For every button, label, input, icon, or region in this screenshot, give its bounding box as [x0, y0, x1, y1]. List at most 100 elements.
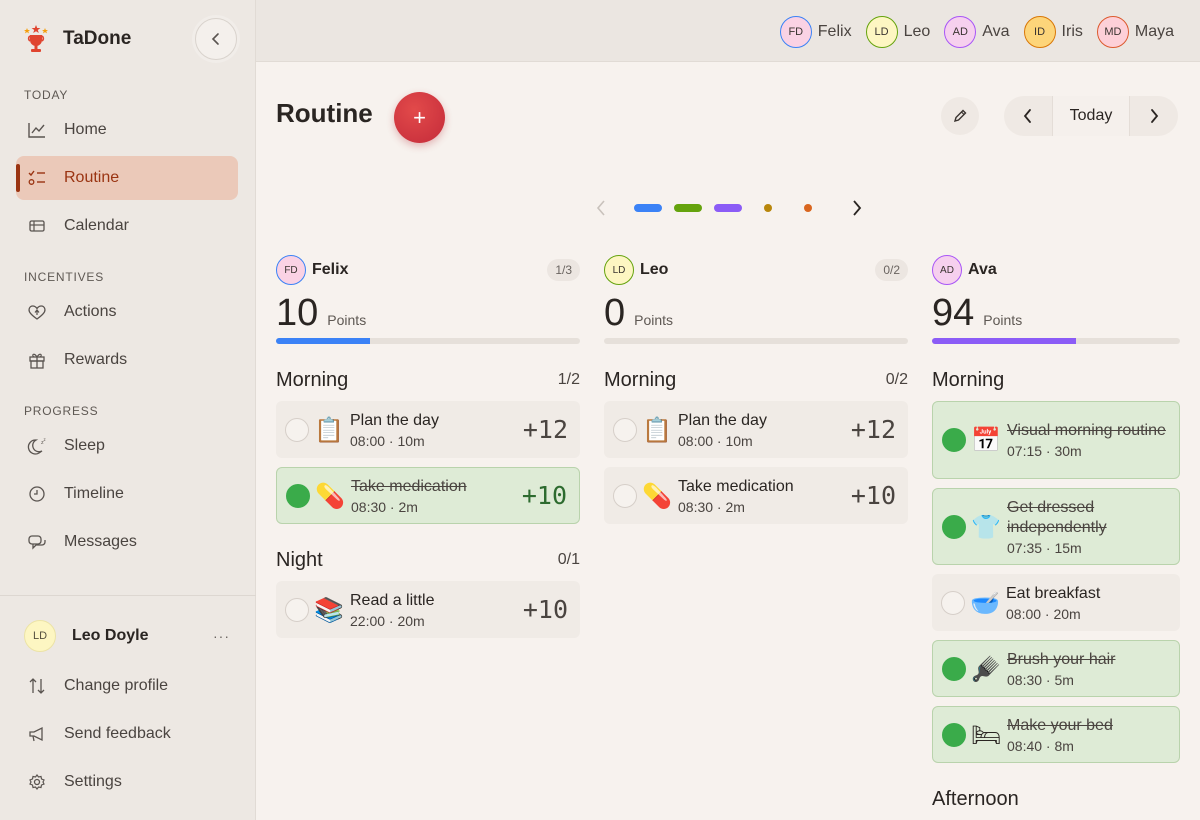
- member-name: Leo: [903, 23, 931, 40]
- chart-line-icon: [26, 119, 48, 141]
- routine-section-header: Morning 0/2: [604, 368, 908, 392]
- settings-button[interactable]: Settings: [16, 760, 238, 804]
- change-profile-button[interactable]: Change profile: [16, 664, 238, 708]
- sidebar-item-rewards[interactable]: Rewards: [16, 338, 238, 382]
- pager-indicator-leo[interactable]: [674, 204, 702, 212]
- sidebar-item-timeline[interactable]: Timeline: [16, 472, 238, 516]
- section-title: Night: [276, 548, 323, 571]
- task-checkbox[interactable]: [285, 417, 309, 442]
- books-icon: 📚: [314, 595, 344, 624]
- task-checkbox[interactable]: [613, 417, 637, 442]
- points-label: Points: [983, 312, 1023, 328]
- member-leo[interactable]: LD Leo: [865, 16, 931, 48]
- member-iris[interactable]: ID Iris: [1023, 16, 1083, 48]
- task-checkbox[interactable]: [941, 590, 965, 615]
- member-felix[interactable]: FD Felix: [779, 16, 852, 48]
- points-progress-bar: [932, 338, 1180, 344]
- sidebar-item-calendar[interactable]: Calendar: [16, 204, 238, 248]
- column-leo: LD Leo 0/2 0 Points Morning 0/2 📋 Plan t…: [604, 254, 908, 524]
- pager-indicator-iris[interactable]: [764, 204, 772, 212]
- hair-pick-icon: 🪮: [971, 654, 1001, 683]
- bed-icon: 🛏: [970, 720, 1002, 749]
- task-time: 22:00 · 20m: [350, 612, 425, 629]
- current-profile[interactable]: LD Leo Doyle ···: [24, 620, 238, 652]
- section-title: Afternoon: [932, 787, 1019, 810]
- avatar: LD: [604, 255, 634, 285]
- collapse-sidebar-button[interactable]: [195, 18, 237, 60]
- points-progress-bar: [604, 338, 908, 344]
- points-label: Points: [634, 312, 674, 328]
- family-members: FD Felix LD Leo AD Ava ID Iris MD Maya: [766, 16, 1174, 48]
- pager-indicator-felix[interactable]: [634, 204, 662, 212]
- sidebar-item-label: Sleep: [64, 437, 105, 454]
- task-checkbox[interactable]: [613, 483, 637, 508]
- sidebar-item-label: Rewards: [64, 351, 128, 368]
- column-header: AD Ava: [932, 254, 1180, 286]
- today-button[interactable]: Today: [1052, 96, 1130, 136]
- sidebar-item-label: Calendar: [64, 217, 129, 234]
- column-ava: AD Ava 94 Points Morning 📅 Visual mornin…: [932, 254, 1180, 820]
- pager-indicator-maya[interactable]: [804, 204, 812, 212]
- sidebar-item-messages[interactable]: Messages: [16, 520, 238, 564]
- sidebar-item-label: Home: [64, 121, 107, 138]
- task-card[interactable]: 👕 Get dressed independently 07:35 · 15m: [932, 488, 1180, 565]
- shirt-icon: 👕: [971, 512, 1001, 541]
- sidebar-item-actions[interactable]: Actions: [16, 290, 238, 334]
- section-title: Morning: [932, 368, 1005, 391]
- task-checkbox[interactable]: [285, 597, 309, 622]
- task-title: Take medication: [678, 477, 794, 495]
- task-title: Plan the day: [678, 411, 767, 429]
- sidebar-item-routine[interactable]: Routine: [16, 156, 238, 200]
- previous-day-button[interactable]: [1004, 96, 1052, 136]
- profile-name: Leo Doyle: [72, 627, 149, 644]
- gift-icon: [26, 349, 48, 371]
- brand[interactable]: TaDone: [22, 24, 131, 54]
- task-time: 08:00 · 20m: [1006, 605, 1081, 622]
- task-checkbox[interactable]: [942, 656, 966, 681]
- task-title: Read a little: [350, 591, 435, 609]
- pill-icon: 💊: [315, 481, 345, 510]
- next-day-button[interactable]: [1130, 96, 1178, 136]
- task-card[interactable]: 📋 Plan the day 08:00 · 10m +12: [604, 401, 908, 458]
- gear-icon: [26, 771, 48, 793]
- task-card[interactable]: 💊 Take medication 08:30 · 2m +10: [276, 467, 580, 524]
- edit-button[interactable]: [941, 97, 979, 135]
- pager-previous-button[interactable]: [590, 196, 612, 220]
- task-checkbox[interactable]: [286, 483, 310, 508]
- pager-indicator-ava[interactable]: [714, 204, 742, 212]
- send-feedback-button[interactable]: Send feedback: [16, 712, 238, 756]
- member-maya[interactable]: MD Maya: [1096, 16, 1174, 48]
- routine-section-header: Night 0/1: [276, 548, 580, 572]
- more-options-button[interactable]: ···: [213, 628, 230, 644]
- pager-next-button[interactable]: [846, 196, 868, 220]
- task-card[interactable]: 🥣 Eat breakfast 08:00 · 20m: [932, 574, 1180, 631]
- task-card[interactable]: 📅 Visual morning routine 07:15 · 30m: [932, 401, 1180, 479]
- points-value: 10: [276, 292, 319, 334]
- task-checkbox[interactable]: [942, 722, 966, 747]
- avatar: LD: [24, 620, 56, 652]
- avatar: AD: [944, 16, 977, 48]
- task-time: 08:00 · 10m: [350, 432, 425, 449]
- progress-fill: [276, 338, 371, 344]
- add-routine-button[interactable]: +: [394, 92, 445, 143]
- sidebar-item-home[interactable]: Home: [16, 108, 238, 152]
- task-card[interactable]: 🛏 Make your bed 08:40 · 8m: [932, 706, 1180, 763]
- section-label-today: TODAY: [24, 88, 69, 102]
- task-card[interactable]: 📋 Plan the day 08:00 · 10m +12: [276, 401, 580, 458]
- task-card[interactable]: 📚 Read a little 22:00 · 20m +10: [276, 581, 580, 638]
- section-title: Morning: [604, 368, 677, 391]
- task-time: 08:40 · 8m: [1007, 737, 1074, 754]
- routine-section-header: Afternoon: [932, 787, 1180, 811]
- task-card[interactable]: 🪮 Brush your hair 08:30 · 5m: [932, 640, 1180, 697]
- task-time: 08:30 · 2m: [678, 498, 745, 515]
- task-card[interactable]: 💊 Take medication 08:30 · 2m +10: [604, 467, 908, 524]
- task-checkbox[interactable]: [942, 514, 966, 539]
- member-name: Maya: [1134, 23, 1174, 40]
- task-checkbox[interactable]: [942, 428, 966, 452]
- task-title: Visual morning routine: [1007, 422, 1166, 439]
- progress-fill: [932, 338, 1076, 344]
- page-title: Routine: [276, 98, 373, 128]
- member-ava[interactable]: AD Ava: [944, 16, 1010, 48]
